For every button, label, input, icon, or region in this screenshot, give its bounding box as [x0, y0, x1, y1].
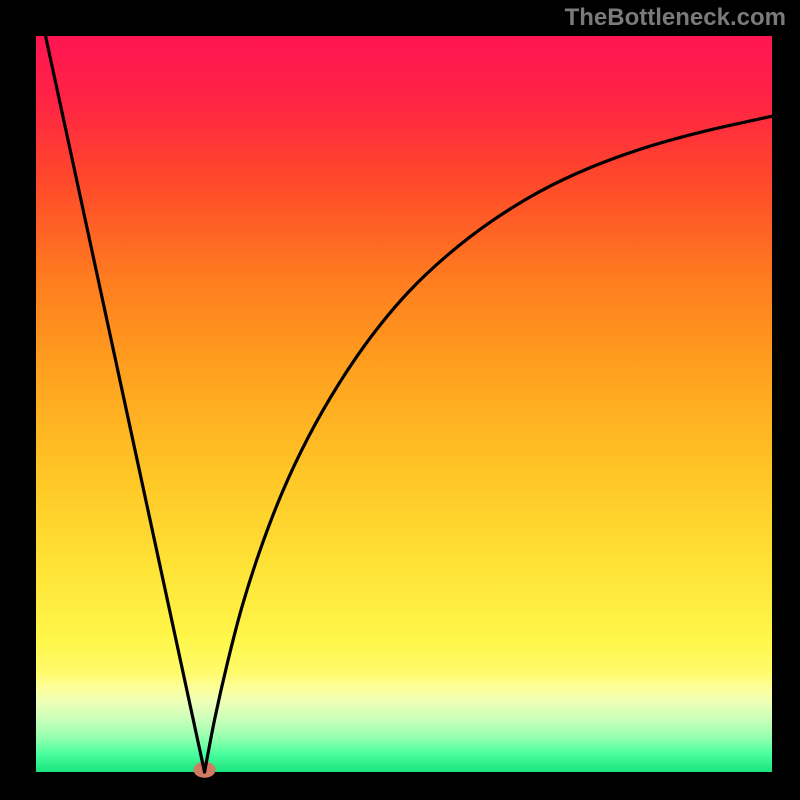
- bottleneck-chart: TheBottleneck.com: [0, 0, 800, 800]
- chart-svg: [0, 0, 800, 800]
- watermark-text: TheBottleneck.com: [565, 4, 786, 32]
- chart-gradient-background: [36, 36, 772, 772]
